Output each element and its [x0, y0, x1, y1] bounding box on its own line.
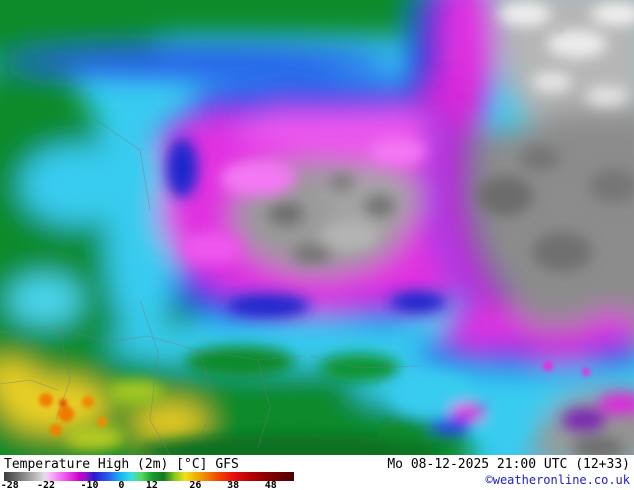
map-title: Temperature High (2m) [°C] GFS	[4, 457, 239, 472]
copyright-link[interactable]: ©weatheronline.co.uk	[485, 473, 631, 487]
scale-labels: -28 -22 -10 0 12 26 38 48	[0, 480, 294, 490]
scale-label: -22	[37, 480, 56, 490]
color-scale-bar	[4, 472, 294, 481]
footer-bar: Temperature High (2m) [°C] GFS -28 -22 -10…	[0, 455, 634, 490]
scale-label: -28	[0, 480, 19, 490]
forecast-datetime: Mo 08-12-2025 21:00 UTC (12+33)	[387, 457, 630, 472]
country-borders	[0, 119, 421, 455]
temperature-map	[0, 0, 634, 455]
scale-label: 12	[145, 480, 158, 490]
scale-label: 0	[118, 480, 125, 490]
scale-label: -10	[80, 480, 99, 490]
temperature-map-graphic	[0, 0, 634, 455]
scale-label: 26	[189, 480, 202, 490]
scale-label: 48	[264, 480, 277, 490]
scale-label: 38	[227, 480, 240, 490]
